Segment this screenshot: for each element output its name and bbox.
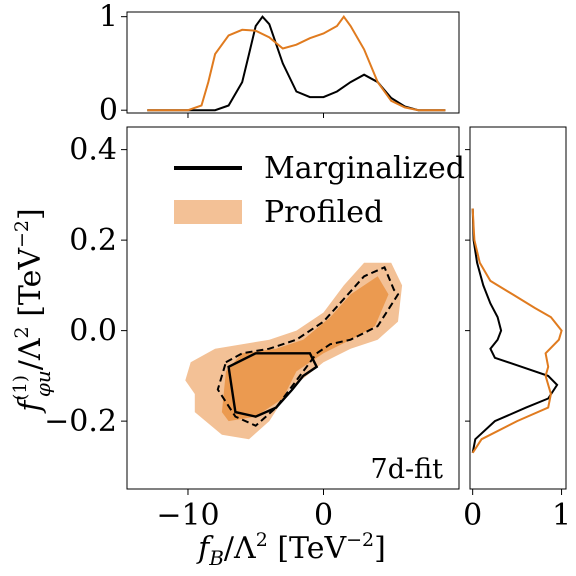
marginalized-95-contour <box>216 265 400 427</box>
y-axis-label: f(1)φu/Λ2 [TeV−2] <box>10 208 55 413</box>
legend-marginalized-label: Marginalized <box>264 151 465 186</box>
top-profiled-curve <box>147 15 446 112</box>
fit-annotation: 7d-fit <box>371 454 444 485</box>
right-xtick-label: 0 <box>463 498 482 533</box>
profiled-inner-region <box>221 276 389 422</box>
top-ytick-label: 0 <box>99 93 118 128</box>
main-ytick-label: 0.0 <box>69 314 117 349</box>
top-marginalized-curve <box>147 15 446 112</box>
main-xtick-label: −10 <box>156 498 219 533</box>
top-panel-ticks: 01 <box>99 0 324 128</box>
main-ytick-label: 0.2 <box>69 223 117 258</box>
main-xtick-label: 0 <box>314 498 333 533</box>
legend-profiled-swatch <box>174 200 242 224</box>
main-ytick-label: 0.4 <box>69 133 117 168</box>
right-panel-frame <box>469 126 567 490</box>
top-panel-frame <box>126 11 460 114</box>
main-panel-ticks: −10 0 −0.2 0.0 0.2 0.4 <box>44 133 333 533</box>
right-marginalized-curve <box>471 208 559 453</box>
main-contour-panel: −10 0−0.20.00.20.4 Marginalized Profiled … <box>44 126 465 533</box>
top-ytick-label: 1 <box>99 0 118 35</box>
main-panel-frame <box>126 126 460 490</box>
legend-profiled-label: Profiled <box>264 195 383 230</box>
marginalized-68-contour <box>227 352 319 418</box>
main-ytick-label: −0.2 <box>44 404 117 439</box>
x-axis-label: fB/Λ2 [TeV−2] <box>196 529 386 570</box>
top-marginal-panel: 01 <box>99 0 460 128</box>
right-xtick-label: 1 <box>552 498 571 533</box>
right-profiled-curve <box>471 208 563 454</box>
